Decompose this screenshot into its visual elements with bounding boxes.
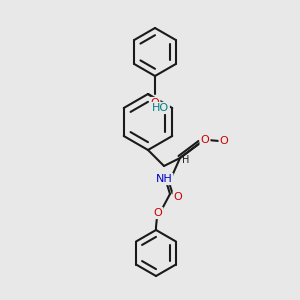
- Text: HO: HO: [152, 103, 169, 113]
- Text: H: H: [182, 155, 190, 165]
- Text: O: O: [220, 136, 228, 146]
- Text: O: O: [151, 98, 159, 108]
- Text: O: O: [154, 208, 162, 218]
- Text: NH: NH: [156, 174, 172, 184]
- Text: O: O: [201, 135, 209, 145]
- Text: O: O: [174, 192, 182, 202]
